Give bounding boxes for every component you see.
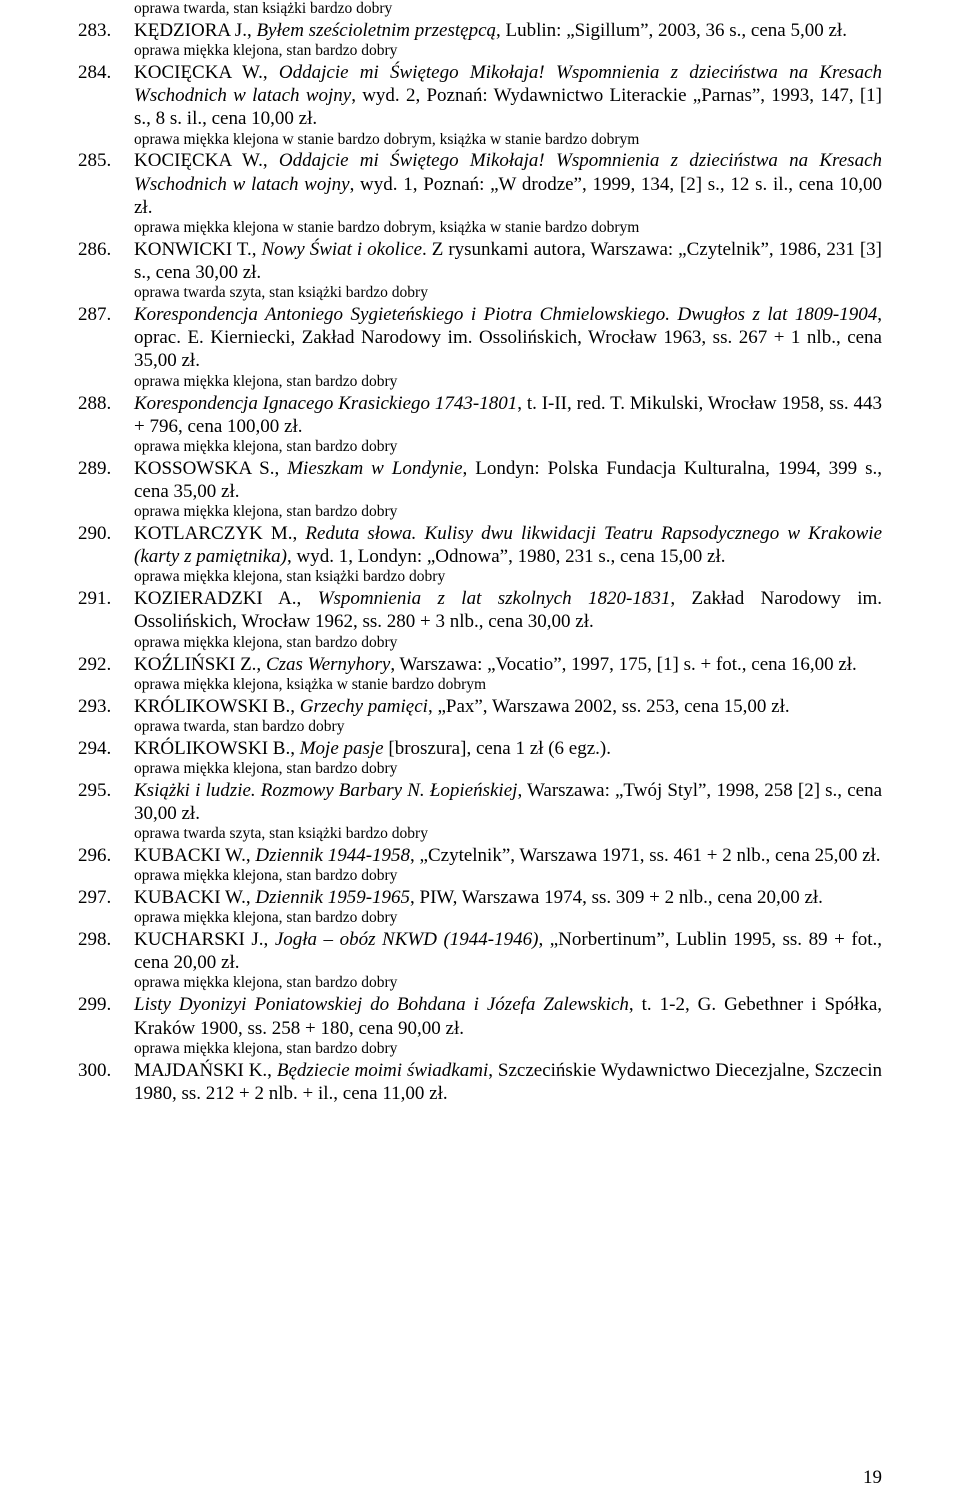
- entry-body: KOŹLIŃSKI Z., Czas Wernyhory, Warszawa: …: [134, 653, 882, 676]
- entry-condition: oprawa miękka klejona, stan bardzo dobry: [134, 634, 882, 653]
- entry-number: 290.: [78, 522, 134, 545]
- entry-body: KOCIĘCKA W., Oddajcie mi Świętego Mikoła…: [134, 61, 882, 131]
- entry-condition: oprawa miękka klejona, stan książki bard…: [134, 568, 882, 587]
- entry-body: Książki i ludzie. Rozmowy Barbary N. Łop…: [134, 779, 882, 825]
- bibliography-entry: 293.KRÓLIKOWSKI B., Grzechy pamięci, „Pa…: [78, 695, 882, 718]
- entry-body: KRÓLIKOWSKI B., Moje pasje [broszura], c…: [134, 737, 882, 760]
- entry-condition: oprawa miękka klejona w stanie bardzo do…: [134, 131, 882, 150]
- entry-number: 291.: [78, 587, 134, 610]
- entry-body: KOSSOWSKA S., Mieszkam w Londynie, Londy…: [134, 457, 882, 503]
- entry-number: 287.: [78, 303, 134, 326]
- bibliography-entry: 300.MAJDAŃSKI K., Będziecie moimi świadk…: [78, 1059, 882, 1105]
- bibliography-entry: 295.Książki i ludzie. Rozmowy Barbary N.…: [78, 779, 882, 825]
- entry-condition: oprawa twarda, stan bardzo dobry: [134, 718, 882, 737]
- entry-condition: oprawa miękka klejona, stan bardzo dobry: [134, 438, 882, 457]
- entry-condition: oprawa miękka klejona, stan bardzo dobry: [134, 373, 882, 392]
- bibliography-entry: 284.KOCIĘCKA W., Oddajcie mi Świętego Mi…: [78, 61, 882, 131]
- entry-body: Listy Dyonizyi Poniatowskiej do Bohdana …: [134, 993, 882, 1039]
- bibliography-entry: 289.KOSSOWSKA S., Mieszkam w Londynie, L…: [78, 457, 882, 503]
- entry-condition: oprawa miękka klejona, stan bardzo dobry: [134, 42, 882, 61]
- entry-body: Korespondencja Antoniego Sygieteńskiego …: [134, 303, 882, 373]
- entry-condition: oprawa miękka klejona, stan bardzo dobry: [134, 974, 882, 993]
- entry-number: 298.: [78, 928, 134, 951]
- bibliography-entry: 294.KRÓLIKOWSKI B., Moje pasje [broszura…: [78, 737, 882, 760]
- entry-body: KĘDZIORA J., Byłem sześcioletnim przestę…: [134, 19, 882, 42]
- bibliography-entry: 292.KOŹLIŃSKI Z., Czas Wernyhory, Warsza…: [78, 653, 882, 676]
- entry-body: KUCHARSKI J., Jogła – obóz NKWD (1944-19…: [134, 928, 882, 974]
- bibliography-entry: 285.KOCIĘCKA W., Oddajcie mi Świętego Mi…: [78, 149, 882, 219]
- entry-body: KUBACKI W., Dziennik 1944-1958, „Czyteln…: [134, 844, 882, 867]
- entry-body: KRÓLIKOWSKI B., Grzechy pamięci, „Pax”, …: [134, 695, 882, 718]
- entry-body: KONWICKI T., Nowy Świat i okolice. Z rys…: [134, 238, 882, 284]
- entry-condition: oprawa miękka klejona w stanie bardzo do…: [134, 219, 882, 238]
- entry-body: KOZIERADZKI A., Wspomnienia z lat szkoln…: [134, 587, 882, 633]
- entry-condition: oprawa miękka klejona, książka w stanie …: [134, 676, 882, 695]
- bibliography-entry: 291.KOZIERADZKI A., Wspomnienia z lat sz…: [78, 587, 882, 633]
- entry-body: KOTLARCZYK M., Reduta słowa. Kulisy dwu …: [134, 522, 882, 568]
- entry-body: Korespondencja Ignacego Krasickiego 1743…: [134, 392, 882, 438]
- bibliography-entry: 299.Listy Dyonizyi Poniatowskiej do Bohd…: [78, 993, 882, 1039]
- entry-number: 286.: [78, 238, 134, 261]
- entry-number: 297.: [78, 886, 134, 909]
- entry-body: KUBACKI W., Dziennik 1959-1965, PIW, War…: [134, 886, 882, 909]
- entry-number: 285.: [78, 149, 134, 172]
- entry-condition: oprawa miękka klejona, stan bardzo dobry: [134, 503, 882, 522]
- entry-number: 292.: [78, 653, 134, 676]
- entry-body: MAJDAŃSKI K., Będziecie moimi świadkami,…: [134, 1059, 882, 1105]
- entry-number: 300.: [78, 1059, 134, 1082]
- bibliography-entry: 283.KĘDZIORA J., Byłem sześcioletnim prz…: [78, 19, 882, 42]
- top-condition-line: oprawa twarda, stan książki bardzo dobry: [134, 0, 882, 19]
- entries-list: 283.KĘDZIORA J., Byłem sześcioletnim prz…: [78, 19, 882, 1105]
- entry-condition: oprawa twarda szyta, stan książki bardzo…: [134, 825, 882, 844]
- entry-number: 295.: [78, 779, 134, 802]
- bibliography-entry: 298.KUCHARSKI J., Jogła – obóz NKWD (194…: [78, 928, 882, 974]
- bibliography-entry: 287.Korespondencja Antoniego Sygieteński…: [78, 303, 882, 373]
- entry-number: 288.: [78, 392, 134, 415]
- bibliography-entry: 290.KOTLARCZYK M., Reduta słowa. Kulisy …: [78, 522, 882, 568]
- bibliography-entry: 288.Korespondencja Ignacego Krasickiego …: [78, 392, 882, 438]
- entry-number: 284.: [78, 61, 134, 84]
- page-number: 19: [863, 1467, 882, 1489]
- entry-condition: oprawa twarda szyta, stan książki bardzo…: [134, 284, 882, 303]
- entry-number: 299.: [78, 993, 134, 1016]
- bibliography-entry: 296.KUBACKI W., Dziennik 1944-1958, „Czy…: [78, 844, 882, 867]
- entry-number: 293.: [78, 695, 134, 718]
- entry-condition: oprawa miękka klejona, stan bardzo dobry: [134, 760, 882, 779]
- entry-condition: oprawa miękka klejona, stan bardzo dobry: [134, 1040, 882, 1059]
- entry-condition: oprawa miękka klejona, stan bardzo dobry: [134, 867, 882, 886]
- entry-number: 283.: [78, 19, 134, 42]
- entry-number: 296.: [78, 844, 134, 867]
- bibliography-entry: 286.KONWICKI T., Nowy Świat i okolice. Z…: [78, 238, 882, 284]
- entry-number: 289.: [78, 457, 134, 480]
- bibliography-entry: 297.KUBACKI W., Dziennik 1959-1965, PIW,…: [78, 886, 882, 909]
- entry-condition: oprawa miękka klejona, stan bardzo dobry: [134, 909, 882, 928]
- entry-body: KOCIĘCKA W., Oddajcie mi Świętego Mikoła…: [134, 149, 882, 219]
- entry-number: 294.: [78, 737, 134, 760]
- page: oprawa twarda, stan książki bardzo dobry…: [0, 0, 960, 1503]
